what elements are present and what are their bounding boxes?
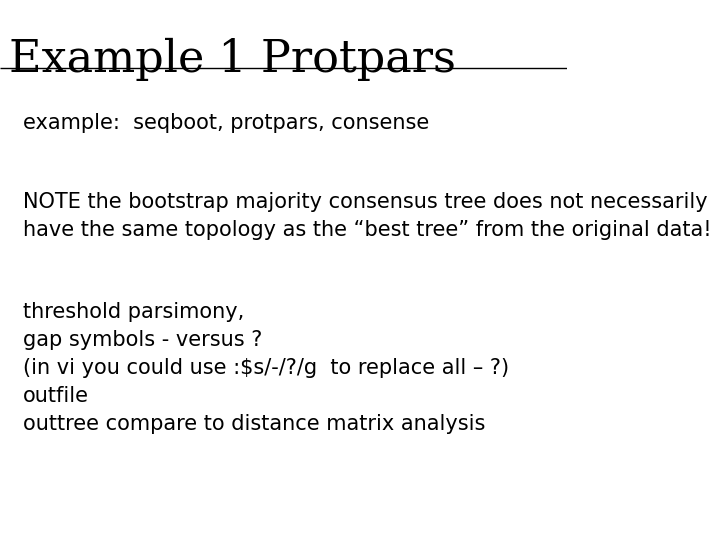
Text: threshold parsimony,
gap symbols - versus ?
(in vi you could use :$s/-/?/g  to r: threshold parsimony, gap symbols - versu… <box>23 302 509 434</box>
Text: NOTE the bootstrap majority consensus tree does not necessarily
have the same to: NOTE the bootstrap majority consensus tr… <box>23 192 711 240</box>
Text: Example 1 Protpars: Example 1 Protpars <box>9 38 455 81</box>
Text: example:  seqboot, protpars, consense: example: seqboot, protpars, consense <box>23 113 429 133</box>
